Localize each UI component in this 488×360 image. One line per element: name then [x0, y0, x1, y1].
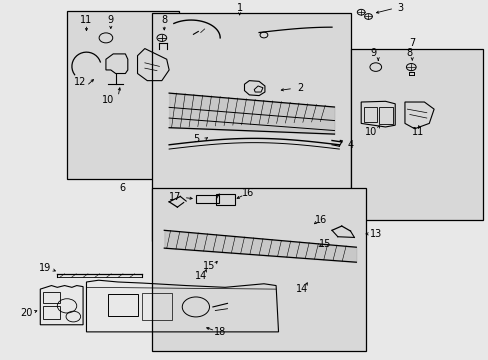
Text: 7: 7	[408, 38, 414, 48]
Text: 16: 16	[315, 215, 327, 225]
Bar	[216, 194, 234, 204]
Text: 20: 20	[20, 308, 33, 318]
Text: 4: 4	[346, 140, 353, 150]
Text: 1: 1	[236, 3, 242, 13]
Bar	[363, 107, 376, 122]
Bar	[152, 188, 366, 351]
Text: 5: 5	[192, 134, 199, 144]
Bar	[42, 306, 60, 319]
Text: 16: 16	[242, 188, 254, 198]
Text: 2: 2	[297, 83, 303, 93]
Bar	[42, 292, 60, 303]
Text: 15: 15	[318, 239, 331, 249]
Text: 11: 11	[80, 15, 92, 25]
Text: 9: 9	[107, 15, 114, 25]
Text: 12: 12	[74, 77, 86, 87]
Text: 14: 14	[295, 284, 307, 294]
Text: 18: 18	[214, 327, 226, 337]
Text: 17: 17	[168, 192, 181, 202]
Bar	[67, 11, 179, 179]
Bar	[152, 13, 351, 241]
Text: 14: 14	[194, 271, 206, 281]
Text: 10: 10	[102, 95, 114, 105]
Text: 6: 6	[119, 183, 125, 193]
Text: 10: 10	[364, 127, 376, 137]
Bar	[351, 49, 482, 220]
Bar	[196, 195, 219, 203]
Text: 19: 19	[39, 263, 51, 273]
Text: 8: 8	[406, 48, 412, 58]
Text: 11: 11	[411, 127, 424, 137]
Bar	[378, 107, 392, 124]
Text: 15: 15	[203, 261, 215, 271]
Bar	[108, 294, 137, 316]
Bar	[142, 293, 171, 320]
Text: 13: 13	[369, 229, 381, 239]
Text: 9: 9	[369, 48, 376, 58]
Text: 8: 8	[161, 15, 167, 25]
Text: 3: 3	[396, 3, 402, 13]
